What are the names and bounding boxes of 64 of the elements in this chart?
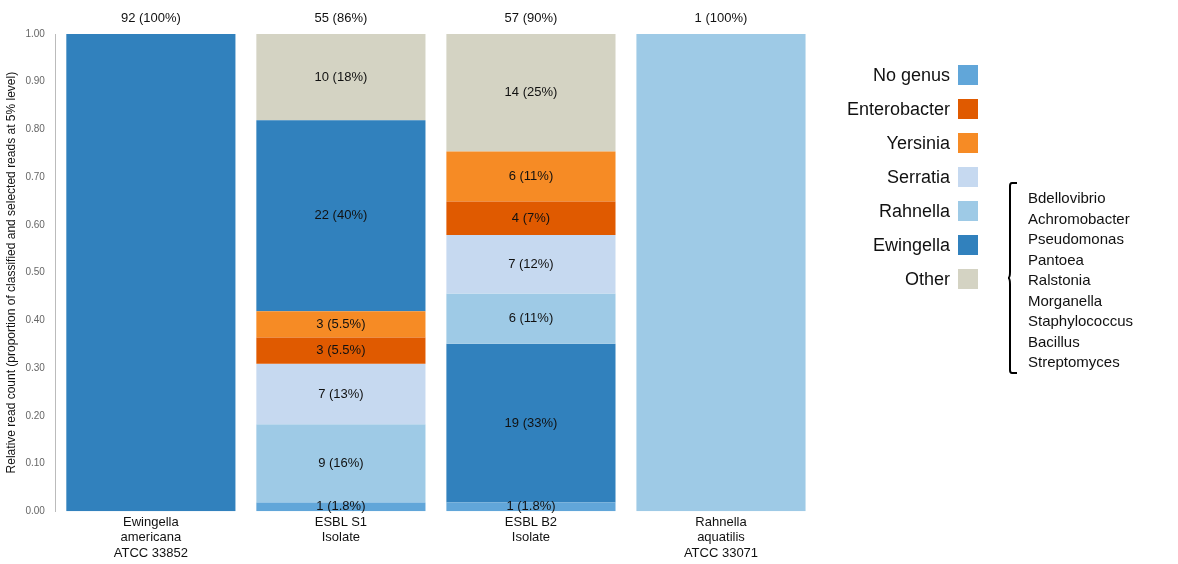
legend-label: Serratia — [885, 166, 950, 188]
bar — [256, 363, 426, 425]
bar — [446, 343, 616, 503]
text: Pantoea — [1028, 249, 1085, 270]
text: Ralstonia — [1028, 270, 1092, 290]
bar — [446, 34, 616, 152]
data-label: 3 (5.5%) — [316, 342, 366, 358]
legend-label: Rahnella — [877, 200, 950, 222]
text: Bacillus — [1028, 331, 1081, 352]
total-label: 55 (86%) — [314, 9, 368, 25]
legend-label: Yersinia — [885, 132, 950, 154]
bar — [66, 34, 236, 512]
data-label: 1 (1.8%) — [506, 498, 556, 514]
data-label: 14 (25%) — [504, 84, 558, 100]
data-label: 22 (40%) — [314, 207, 368, 223]
text: Morganella — [1028, 290, 1104, 311]
x-tick-label: ESBL B2 Isolate — [504, 513, 558, 545]
legend-label: Other — [903, 268, 950, 290]
data-label: 6 (11%) — [508, 310, 554, 326]
y-tick-label: 0.90 — [25, 75, 46, 87]
y-tick-label: 0.70 — [25, 170, 46, 182]
y-axis-title: Relative read count (proportion of classified and selected reads at 5% level) — [3, 71, 18, 474]
total-label: 92 (100%) — [120, 9, 181, 25]
y-tick-label: 0.00 — [25, 504, 46, 516]
y-tick-label: 0.20 — [25, 409, 46, 421]
bar — [256, 34, 426, 121]
text: Achromobacter — [1028, 208, 1131, 229]
y-tick-label: 0.60 — [25, 218, 46, 230]
data-label: 7 (13%) — [318, 385, 364, 401]
total-label: 57 (90%) — [504, 9, 558, 25]
text: Bdellovibrio — [1028, 188, 1107, 208]
legend-label: No genus — [871, 64, 950, 86]
text: Streptomyces — [1028, 352, 1121, 372]
data-label: 10 (18%) — [314, 68, 368, 84]
bar — [446, 293, 616, 344]
bar — [636, 34, 806, 512]
bar — [256, 311, 426, 338]
y-tick-label: 0.40 — [25, 314, 46, 326]
text: Pseudomonas — [1028, 229, 1125, 249]
x-tick-label: Ewingella americana ATCC 33852 — [113, 513, 188, 560]
y-tick-label: 0.50 — [25, 266, 46, 278]
data-label: 1 (1.8%) — [316, 498, 366, 514]
bar — [256, 424, 426, 503]
y-tick-label: 0.80 — [25, 123, 46, 135]
y-tick-label: 0.30 — [25, 361, 46, 373]
data-label: 9 (16%) — [318, 455, 364, 471]
data-label: 7 (12%) — [508, 255, 554, 271]
data-label: 6 (11%) — [508, 168, 554, 184]
x-tick-label: ESBL S1 Isolate — [314, 513, 368, 545]
bar — [256, 337, 426, 364]
data-label: 19 (33%) — [504, 414, 558, 430]
bar — [446, 151, 616, 202]
legend-label: Ewingella — [871, 234, 950, 256]
data-label: 4 (7%) — [511, 209, 551, 225]
bar — [256, 120, 426, 312]
y-tick-label: 1.00 — [25, 27, 46, 39]
y-tick-label: 0.10 — [25, 457, 46, 469]
bar — [446, 201, 616, 235]
text: Staphylococcus — [1028, 311, 1134, 331]
x-tick-label: Rahnella aquatilis ATCC 33071 — [683, 513, 759, 560]
bar — [446, 234, 616, 294]
data-label: 3 (5.5%) — [316, 315, 366, 331]
total-label: 1 (100%) — [694, 9, 748, 25]
legend-label: Enterobacter — [845, 98, 950, 120]
